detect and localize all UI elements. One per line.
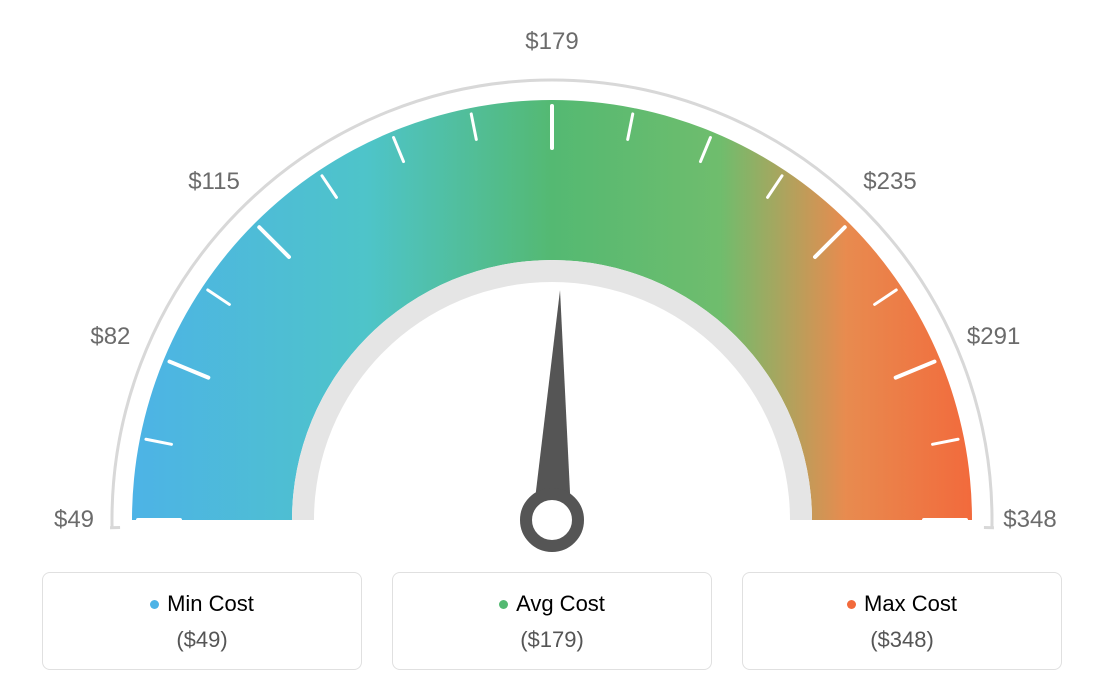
gauge-svg	[0, 0, 1104, 560]
legend-min: Min Cost ($49)	[42, 572, 362, 670]
legend-max: Max Cost ($348)	[742, 572, 1062, 670]
legend: Min Cost ($49) Avg Cost ($179) Max Cost …	[0, 572, 1104, 670]
gauge-tick-label: $115	[188, 168, 240, 196]
gauge-tick-label: $179	[525, 28, 578, 56]
legend-avg: Avg Cost ($179)	[392, 572, 712, 670]
gauge-tick-label: $291	[967, 323, 1020, 351]
dot-icon	[847, 600, 856, 609]
legend-min-title: Min Cost	[150, 591, 254, 617]
legend-min-label: Min Cost	[167, 591, 254, 617]
legend-max-value: ($348)	[763, 627, 1041, 653]
legend-avg-value: ($179)	[413, 627, 691, 653]
legend-avg-label: Avg Cost	[516, 591, 605, 617]
dot-icon	[150, 600, 159, 609]
legend-avg-title: Avg Cost	[499, 591, 605, 617]
gauge-tick-label: $348	[1003, 506, 1056, 534]
legend-max-title: Max Cost	[847, 591, 957, 617]
gauge-needle-hub	[526, 494, 578, 546]
dot-icon	[499, 600, 508, 609]
gauge-tick-label: $235	[863, 168, 916, 196]
legend-min-value: ($49)	[63, 627, 341, 653]
gauge-tick-label: $49	[54, 506, 94, 534]
gauge-tick-label: $82	[90, 323, 130, 351]
gauge-chart: $49 $82 $115 $179 $235 $291 $348	[0, 0, 1104, 560]
legend-max-label: Max Cost	[864, 591, 957, 617]
